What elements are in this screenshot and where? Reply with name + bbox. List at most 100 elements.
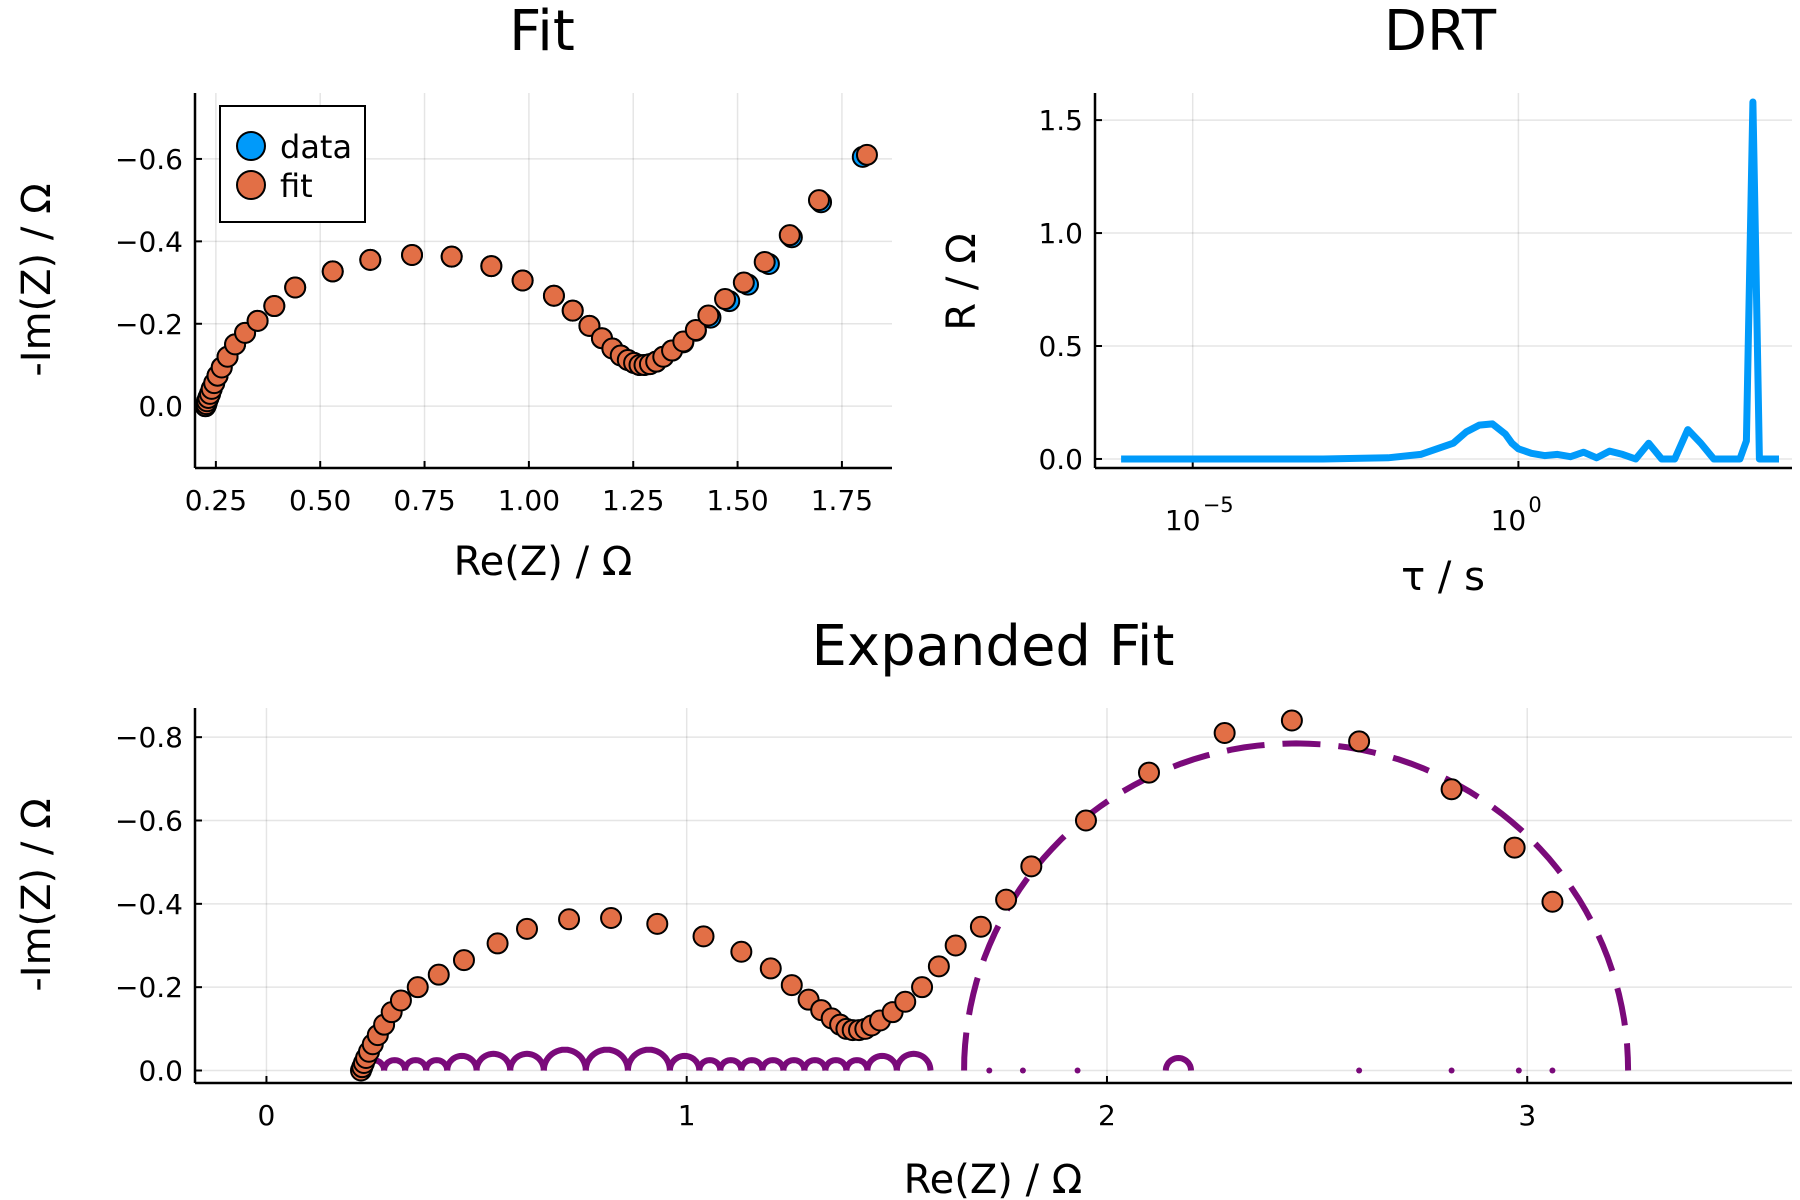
expanded-hf-arc xyxy=(738,1057,766,1071)
expanded-hf-arc xyxy=(473,1050,514,1071)
drt-grid xyxy=(1095,93,1792,468)
expanded-point-fit xyxy=(1074,809,1097,832)
expanded-point-fit xyxy=(1348,730,1371,753)
fit-point-fit xyxy=(855,143,878,166)
expanded-lf-arc xyxy=(961,740,1632,1071)
expanded-point-fit xyxy=(969,915,992,938)
expanded-xtick-label: 2 xyxy=(1098,1099,1116,1132)
fit-point-fit xyxy=(697,304,720,327)
drt-xtick-exponent: 0 xyxy=(1528,493,1541,517)
expanded-point-fit xyxy=(1503,836,1526,859)
fit-point-fit xyxy=(684,318,707,341)
expanded-hf-arc xyxy=(780,1057,808,1071)
drt-panel: DRT 10 −5 10 00.00.51.01.5 τ / s R / Ω xyxy=(939,0,1792,600)
expanded-hf-arc xyxy=(402,1057,430,1071)
fit-ytick-label: −0.2 xyxy=(115,308,183,341)
drt-title: DRT xyxy=(1384,0,1497,64)
fit-ytick-label: −0.4 xyxy=(115,225,183,258)
fit-xtick-label: 1.25 xyxy=(602,484,664,517)
expanded-point-fit xyxy=(911,976,934,999)
fit-point-fit xyxy=(321,260,344,283)
expanded-point-fit xyxy=(780,974,803,997)
fit-point-fit xyxy=(246,309,269,332)
drt-ytick-label: 0.0 xyxy=(1038,443,1083,476)
expanded-point-fit xyxy=(995,888,1018,911)
expanded-hf-arc xyxy=(717,1057,745,1071)
fit-xtick-label: 0.25 xyxy=(185,484,247,517)
expanded-dot xyxy=(1515,1067,1522,1074)
drt-ylabel: R / Ω xyxy=(939,233,985,330)
expanded-point-fit xyxy=(1280,709,1303,732)
expanded-xtick-label: 3 xyxy=(1518,1099,1536,1132)
expanded-dot xyxy=(986,1067,993,1074)
fit-point-fit xyxy=(732,271,755,294)
expanded-hf-arc xyxy=(759,1057,787,1071)
expanded-ytick-label: −0.2 xyxy=(115,971,183,1004)
expanded-point-fit xyxy=(927,955,950,978)
drt-xtick-label: 10 xyxy=(1491,504,1527,537)
fit-xlabel: Re(Z) / Ω xyxy=(454,539,633,585)
expanded-dot xyxy=(1549,1067,1556,1074)
expanded-point-fit xyxy=(389,989,412,1012)
expanded-point-fit xyxy=(516,917,539,940)
expanded-ticks: 0 1 2 3 0.0 −0.2 −0.4 −0.6 −0.8 xyxy=(115,721,1536,1132)
drt-xtick-label: 10 xyxy=(1165,504,1201,537)
expanded-panel: Expanded Fit 0 1 2 3 0.0 −0.2 −0.4 −0.6 −0.8 Re(… xyxy=(14,614,1792,1200)
fit-point-fit xyxy=(714,288,737,311)
expanded-hf-arc xyxy=(423,1057,451,1071)
expanded-dot xyxy=(1448,1067,1455,1074)
expanded-hf-arc xyxy=(582,1046,631,1071)
fit-point-fit xyxy=(511,269,534,292)
expanded-point-fit xyxy=(944,934,967,957)
fit-xtick-label: 1.00 xyxy=(498,484,560,517)
expanded-ytick-label: −0.8 xyxy=(115,721,183,754)
legend-data-label: data xyxy=(280,128,352,166)
expanded-hf-arc xyxy=(540,1046,589,1071)
expanded-hf-arc xyxy=(893,1050,934,1071)
expanded-point-fit xyxy=(1541,890,1564,913)
fit-ticks: 0.25 0.50 0.75 1.00 1.25 1.50 1.75 0.0 −0.2 −0.4 −… xyxy=(115,143,873,517)
expanded-point-fit xyxy=(1440,778,1463,801)
expanded-point-fit xyxy=(894,990,917,1013)
expanded-point-fit xyxy=(486,932,509,955)
fit-ytick-label: −0.6 xyxy=(115,143,183,176)
fit-point-fit xyxy=(561,299,584,322)
expanded-ytick-label: 0.0 xyxy=(138,1055,183,1088)
expanded-hf-arc xyxy=(666,1052,703,1071)
drt-xtick-exponent: −5 xyxy=(1203,493,1234,517)
fit-legend: data fit xyxy=(219,105,366,223)
fit-ylabel: -Im(Z) / Ω xyxy=(14,183,60,376)
expanded-hf-arc xyxy=(444,1052,480,1071)
legend-fit-marker xyxy=(236,170,266,200)
fit-xtick-label: 0.75 xyxy=(393,484,455,517)
expanded-point-fit xyxy=(1020,855,1043,878)
expanded-point-fit xyxy=(600,907,623,929)
drt-marks xyxy=(1121,98,1779,463)
drt-line xyxy=(1121,98,1779,463)
expanded-point-fit xyxy=(427,963,450,986)
fit-marks xyxy=(194,143,878,418)
fit-xtick-label: 1.50 xyxy=(706,484,768,517)
fit-xtick-label: 1.75 xyxy=(811,484,873,517)
expanded-hf-arc xyxy=(822,1057,850,1071)
fit-point-fit xyxy=(778,224,801,247)
expanded-point-fit xyxy=(1137,761,1160,784)
fit-panel: Fit 0.25 0.50 0.75 1.00 1.25 1.50 1.75 0.0 −0.2 −… xyxy=(14,0,892,585)
fit-point-fit xyxy=(440,245,463,268)
legend-fit-label: fit xyxy=(280,167,313,205)
expanded-point-fit xyxy=(452,949,475,972)
drt-ytick-label: 1.0 xyxy=(1038,217,1083,250)
fit-title: Fit xyxy=(509,0,575,64)
expanded-hf-arc xyxy=(696,1057,724,1071)
expanded-xtick-label: 0 xyxy=(258,1099,276,1132)
fit-point-fit xyxy=(807,189,830,212)
fit-ytick-label: 0.0 xyxy=(138,390,183,423)
drt-ytick-label: 0.5 xyxy=(1038,330,1083,363)
drt-ticks: 10 −5 10 00.00.51.01.5 xyxy=(1038,104,1541,537)
expanded-hf-arc xyxy=(624,1046,673,1071)
fit-point-fit xyxy=(401,243,424,266)
expanded-dot xyxy=(1019,1067,1026,1074)
fit-point-fit xyxy=(263,295,286,318)
fit-legend-box xyxy=(219,105,366,223)
